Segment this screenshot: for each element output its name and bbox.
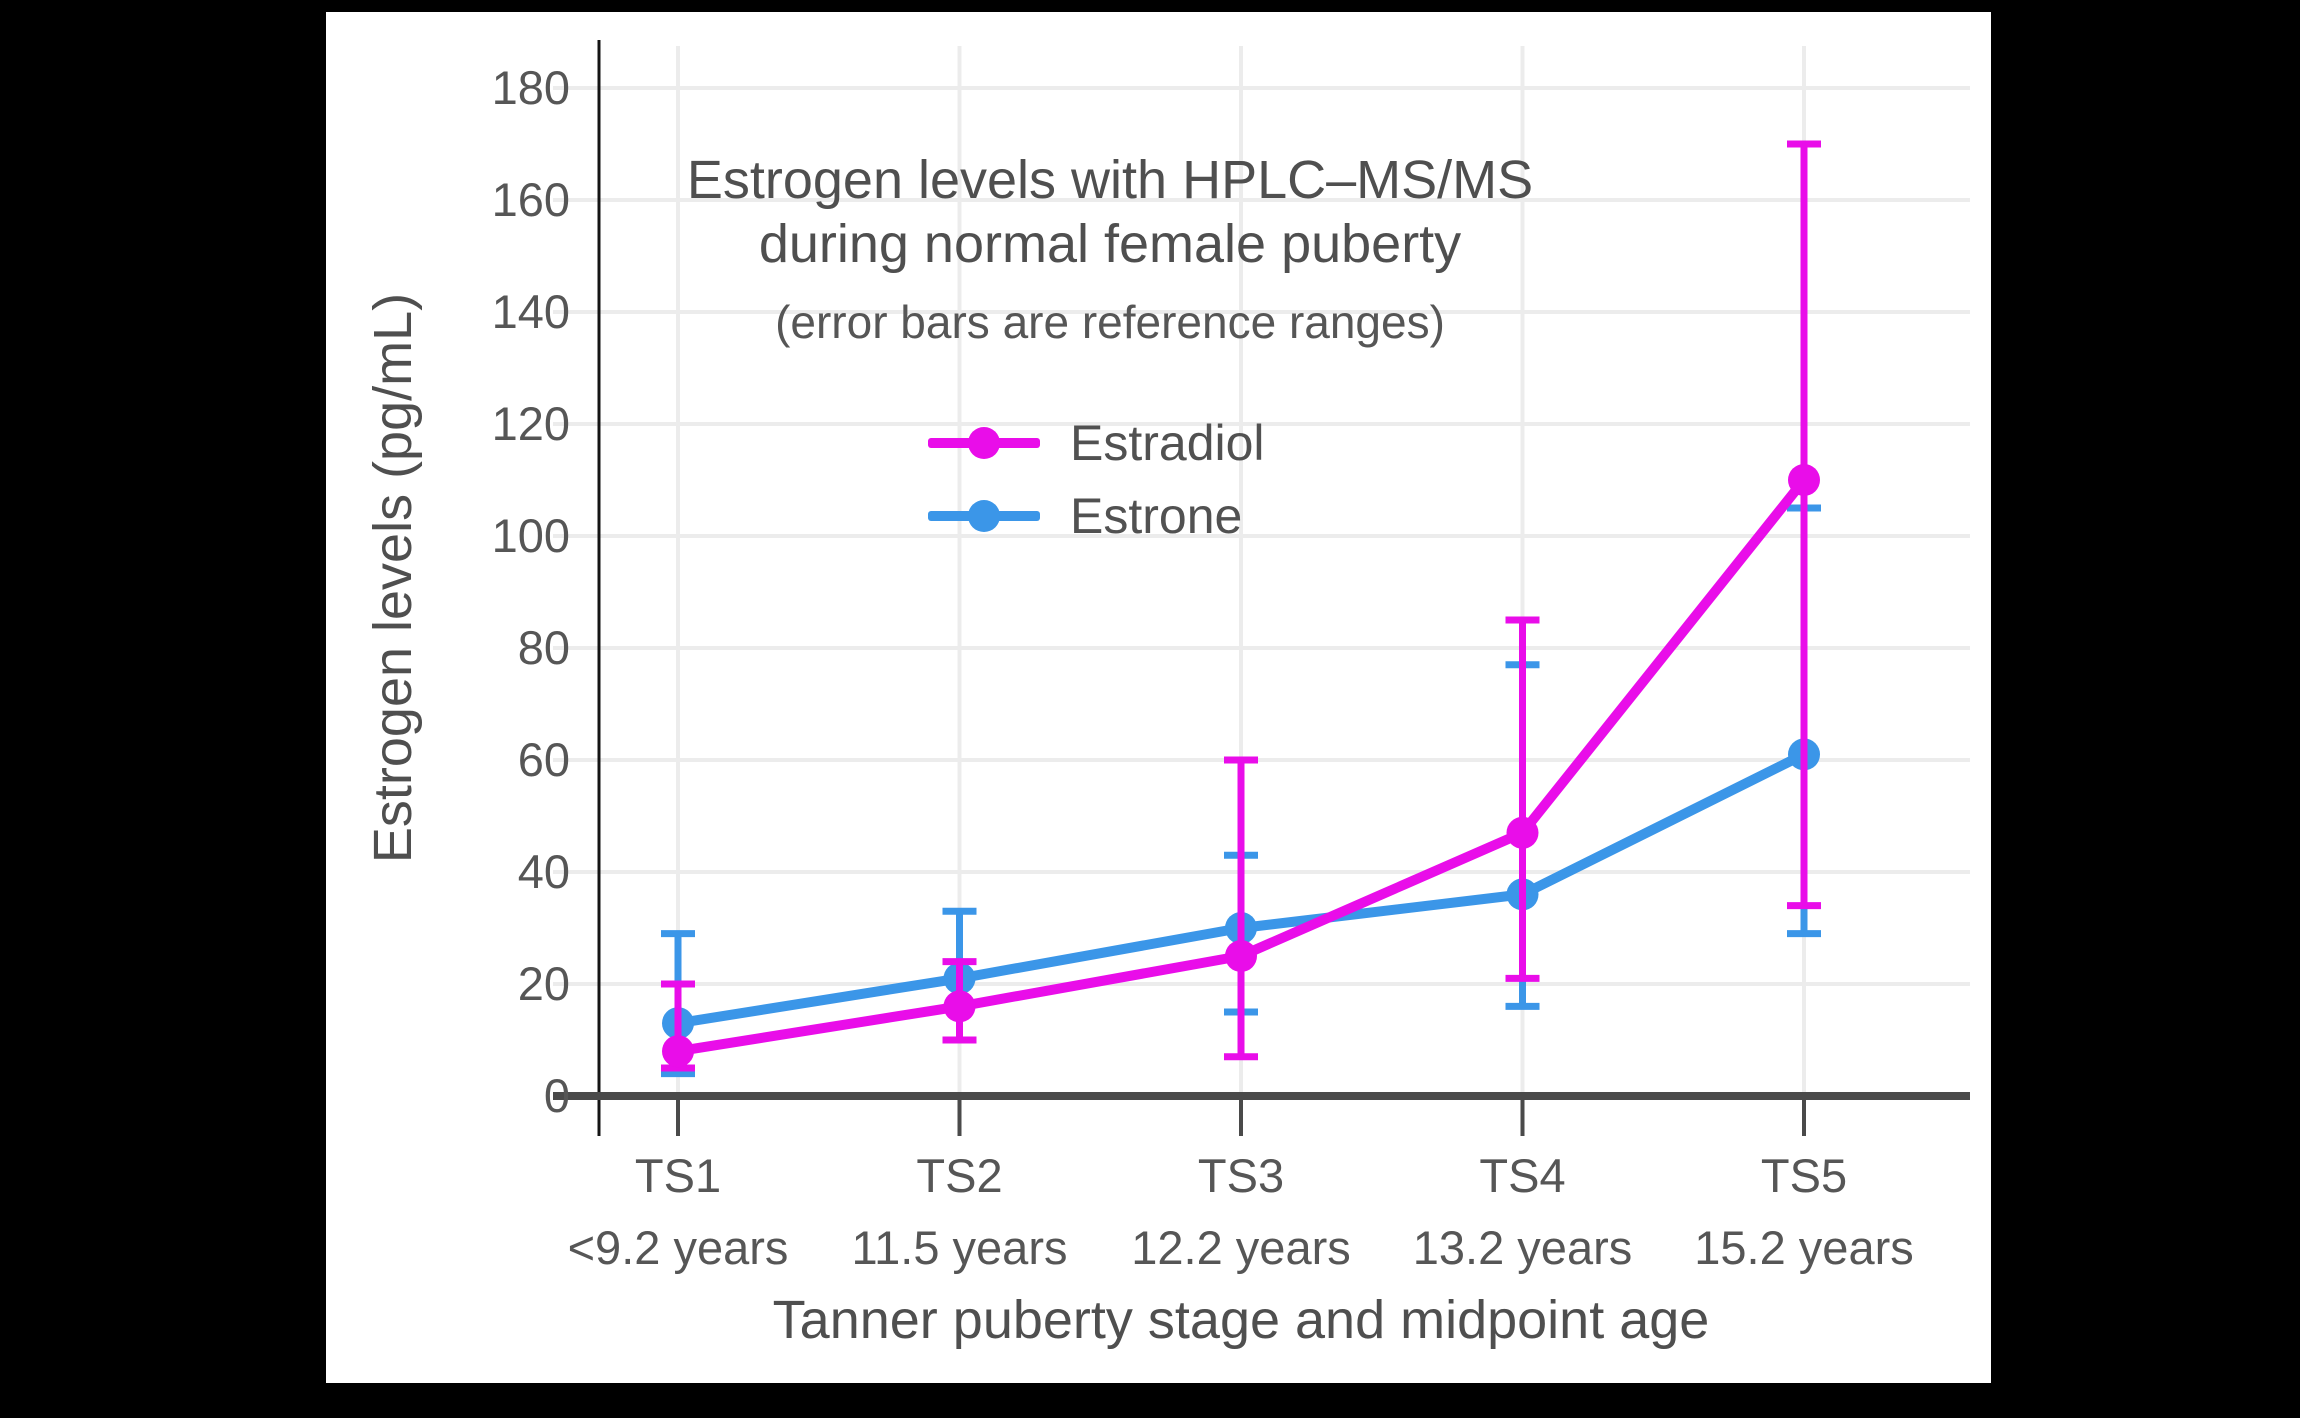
estrone-legend-dot [968,500,1000,532]
y-tick-label: 140 [491,285,570,338]
chart-title-line1: Estrogen levels with HPLC–MS/MS [686,150,1534,210]
x-tick-stage-label: TS2 [916,1149,1003,1202]
estradiol-point [662,1035,694,1068]
y-tick-label: 20 [517,957,570,1010]
y-tick-label: 0 [543,1069,570,1122]
x-axis-title: Tanner puberty stage and midpoint age [772,1290,1710,1350]
x-tick-stage-label: TS1 [634,1149,722,1202]
y-axis-title: Estrogen levels (pg/mL) [363,292,423,864]
estradiol-point [1225,940,1257,972]
estradiol-point [1788,464,1820,496]
y-tick-label: 160 [491,173,570,226]
x-tick-stage-label: TS3 [1197,1149,1285,1202]
x-tick-age-label: <9.2 years [567,1221,789,1274]
x-tick-age-label: 13.2 years [1412,1221,1633,1274]
legend: Estradiol Estrone [928,412,1265,558]
legend-item-estradiol: Estradiol [928,412,1265,474]
x-tick-age-label: 12.2 years [1131,1221,1351,1274]
legend-label-estrone: Estrone [1070,488,1243,544]
plot-background [326,12,1991,1383]
chart-subtitle: (error bars are reference ranges) [775,296,1445,348]
estrone-line-marker-icon [928,500,1040,532]
estradiol-legend-dot [968,427,1000,459]
legend-label-estradiol: Estradiol [1070,415,1265,471]
y-tick-label: 100 [491,509,570,562]
y-tick-label: 180 [491,61,570,114]
x-tick-stage-label: TS4 [1479,1149,1566,1202]
estradiol-point [1506,816,1539,849]
legend-item-estrone: Estrone [928,485,1265,547]
estradiol-point [943,990,976,1023]
x-tick-age-label: 11.5 years [851,1221,1068,1274]
y-tick-label: 40 [517,845,570,898]
y-tick-label: 120 [491,397,570,450]
x-tick-age-label: 15.2 years [1694,1221,1914,1274]
chart-title-line2: during normal female puberty [758,214,1462,274]
y-tick-label: 60 [517,733,570,786]
x-tick-stage-label: TS5 [1760,1149,1848,1202]
y-tick-label: 80 [517,621,570,674]
estradiol-line-marker-icon [928,427,1040,459]
